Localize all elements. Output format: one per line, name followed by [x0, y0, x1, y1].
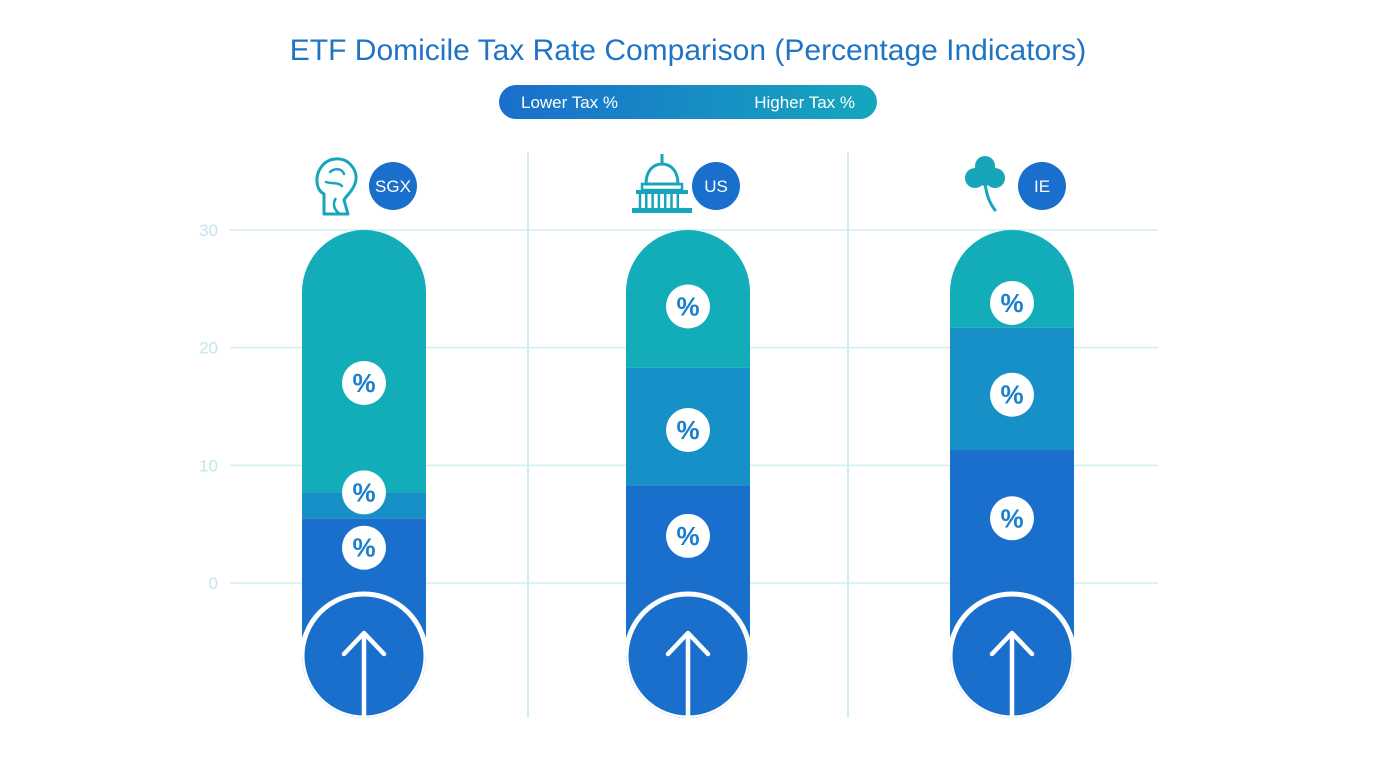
percent-marker: [342, 525, 386, 570]
percent-marker: [990, 280, 1034, 325]
percent-marker: [990, 372, 1034, 417]
up-arrowhead-icon: [665, 630, 711, 657]
percent-icon: %: [1000, 288, 1023, 318]
percent-icon: %: [676, 521, 699, 551]
y-tick-label: 0: [209, 574, 218, 593]
percent-icon: %: [1000, 503, 1023, 533]
percent-marker: [342, 470, 386, 515]
category-badge: [1018, 162, 1066, 210]
legend-higher-tax-label: Higher Tax %: [754, 93, 855, 112]
chart-title: ETF Domicile Tax Rate Comparison (Percen…: [289, 34, 1087, 67]
category-badge: [692, 162, 740, 210]
percent-icon: %: [676, 291, 699, 321]
legend-gradient-bar: Lower Tax % Higher Tax %: [499, 85, 877, 119]
capitol-building-icon: [632, 154, 692, 213]
bar-group: [302, 230, 426, 718]
percent-marker: [990, 496, 1034, 541]
category-label: IE: [1034, 177, 1050, 196]
up-arrowhead-icon: [989, 630, 1035, 657]
percent-marker: [666, 284, 710, 329]
percent-icon: %: [352, 533, 375, 563]
bar-group: [950, 230, 1074, 718]
category-badge: [369, 162, 417, 210]
percent-icon: %: [352, 368, 375, 398]
percent-marker: [666, 408, 710, 453]
y-tick-label: 10: [199, 456, 218, 475]
y-tick-label: 30: [199, 221, 218, 240]
percent-icon: %: [1000, 380, 1023, 410]
percent-marker: [342, 360, 386, 405]
y-tick-label: 20: [199, 339, 218, 358]
bar-group: [626, 230, 750, 718]
percent-icon: %: [352, 477, 375, 507]
percent-marker: [666, 513, 710, 558]
up-arrowhead-icon: [341, 630, 387, 657]
legend-lower-tax-label: Lower Tax %: [521, 93, 619, 112]
shamrock-icon: [965, 156, 1005, 212]
merlion-icon: [315, 157, 358, 216]
percent-icon: %: [676, 415, 699, 445]
category-label: US: [704, 177, 728, 196]
category-label: SGX: [375, 177, 411, 196]
